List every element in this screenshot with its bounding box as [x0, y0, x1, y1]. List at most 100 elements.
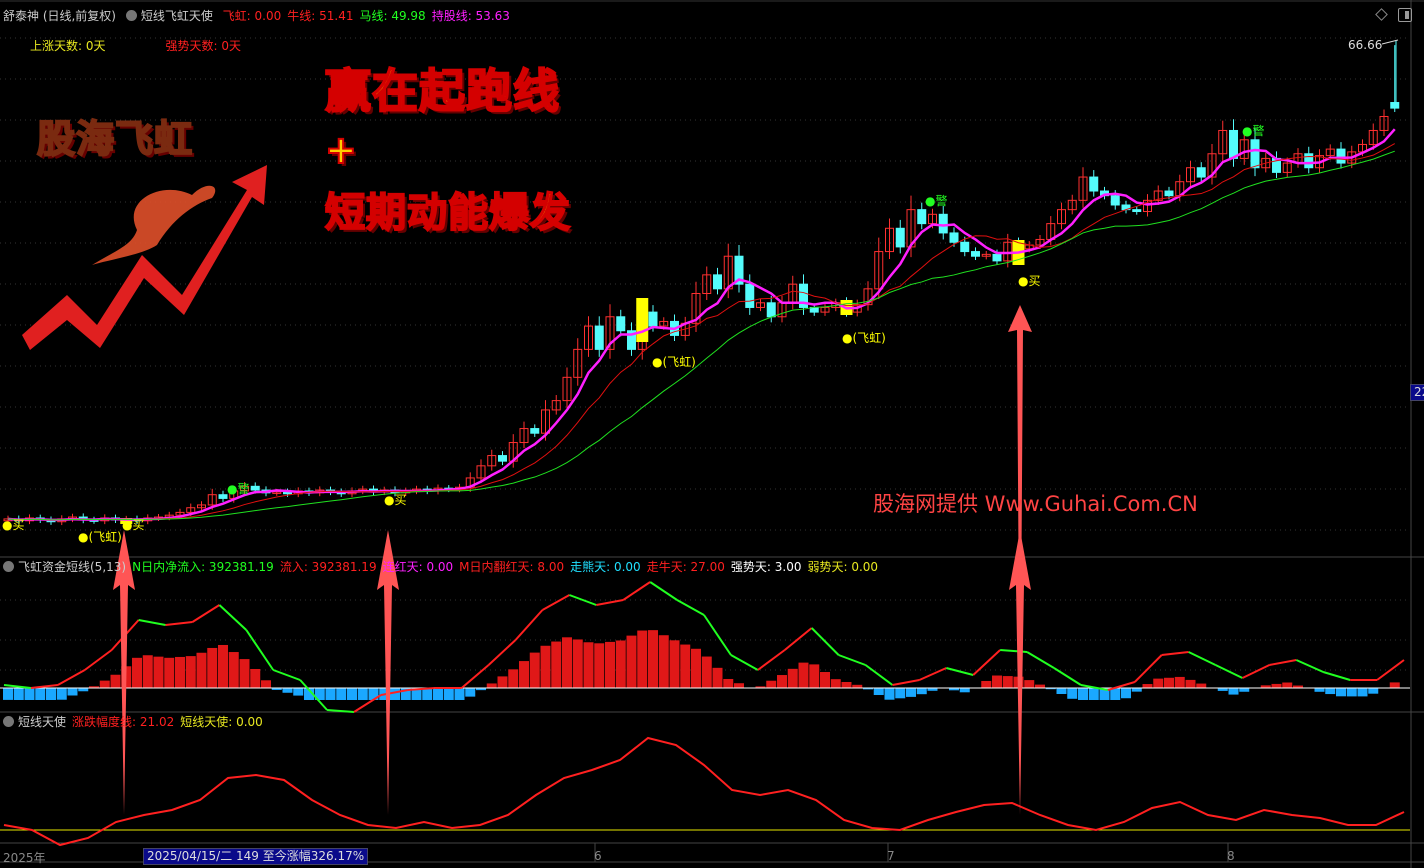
- candle-body: [1207, 153, 1217, 178]
- indicator-value: 走牛天: 27.00: [646, 560, 725, 574]
- flow-bar: [368, 688, 379, 700]
- indicator-value: 弱势天: 0.00: [807, 560, 879, 574]
- flow-bar: [1110, 688, 1121, 700]
- warn-marker: ●警: [227, 482, 250, 496]
- up-arrow-icon: [377, 530, 399, 815]
- panel-toggle-icon[interactable]: [1398, 8, 1412, 22]
- flow-line-segment: [1026, 651, 1055, 669]
- flow-bar: [1239, 688, 1250, 692]
- headline-1: 赢在起跑线: [324, 63, 560, 119]
- flow-bar: [734, 683, 744, 688]
- flow-bar: [841, 681, 852, 688]
- month-label: 8: [1227, 849, 1235, 863]
- indicator-name[interactable]: 短线飞虹天使: [140, 9, 213, 23]
- flow-bar: [594, 643, 605, 688]
- candle-body: [992, 253, 1002, 262]
- flow-bar: [680, 644, 691, 688]
- flow-line-segment: [918, 667, 947, 681]
- candle-body: [1368, 129, 1378, 145]
- panel1-title[interactable]: 飞虹资金短线(5,13): [18, 560, 127, 574]
- stock-title: 舒泰神 (日线,前复权): [3, 9, 116, 23]
- warn-marker: ●警: [1242, 124, 1265, 138]
- candle-body: [1110, 195, 1120, 206]
- headline-plus: +: [324, 127, 358, 173]
- flow-bar: [142, 655, 153, 688]
- candle-body: [530, 428, 540, 434]
- candle-body: [734, 255, 744, 285]
- flow-bar: [895, 688, 906, 699]
- flow-line-segment: [327, 709, 355, 713]
- flow-line-segment: [353, 694, 382, 713]
- flow-line-segment: [784, 627, 813, 651]
- flow-bar: [777, 675, 787, 688]
- flow-line-segment: [1188, 651, 1216, 666]
- candle-body: [981, 253, 991, 257]
- flow-bar: [572, 639, 583, 688]
- flow-bar: [304, 688, 314, 700]
- indicator-value: 强势天: 3.00: [730, 560, 802, 574]
- candle-body: [616, 316, 626, 332]
- flow-bar: [261, 680, 271, 688]
- flow-bar: [1035, 684, 1045, 688]
- flow-bar: [400, 688, 411, 700]
- candle-body: [250, 485, 260, 491]
- dropdown-icon[interactable]: [3, 716, 14, 727]
- dropdown-icon[interactable]: [125, 10, 137, 21]
- flow-line-segment: [1269, 659, 1297, 666]
- dropdown-icon[interactable]: [3, 561, 14, 572]
- candle-body: [519, 428, 529, 444]
- flow-bar: [1271, 683, 1282, 688]
- flow-bar: [798, 662, 809, 688]
- watermark: 股海网提供 Www.Guhai.Com.CN: [873, 492, 1198, 516]
- flow-bar: [293, 688, 304, 696]
- candle-body: [1325, 148, 1335, 157]
- candle-body: [745, 283, 755, 308]
- flow-bar: [626, 635, 637, 688]
- flow-bar: [1099, 688, 1110, 700]
- candle-body: [1164, 190, 1174, 197]
- candle-body: [756, 302, 765, 308]
- candle-body: [713, 274, 722, 290]
- flow-bar: [766, 680, 777, 688]
- flow-bar: [927, 688, 938, 691]
- candle-body: [1153, 190, 1163, 201]
- flow-bar: [282, 688, 293, 693]
- panel2-title[interactable]: 短线天使: [18, 715, 67, 729]
- candle-body: [197, 504, 206, 509]
- flow-bar: [852, 684, 863, 688]
- flow-line-segment: [864, 664, 894, 686]
- flow-bar: [218, 644, 228, 688]
- flow-bar: [325, 688, 336, 700]
- candle-body: [1239, 139, 1249, 159]
- flow-bar: [1282, 682, 1293, 688]
- candle-body: [1057, 209, 1066, 225]
- flow-line-segment: [1000, 649, 1028, 653]
- flow-bar: [755, 686, 766, 688]
- up-arrow-icon: [113, 530, 135, 815]
- candle-body: [1282, 162, 1292, 173]
- month-label: 7: [887, 849, 895, 863]
- candle-body: [1229, 129, 1238, 159]
- candle-body: [476, 465, 486, 479]
- candle-body: [1132, 209, 1142, 213]
- candle-body: [207, 494, 217, 506]
- flow-line-segment: [1134, 654, 1163, 683]
- candle-body: [175, 511, 185, 516]
- candle-body: [1035, 238, 1045, 246]
- flow-bar: [637, 630, 648, 688]
- candle-body: [820, 306, 830, 313]
- flow-line-segment: [730, 654, 759, 671]
- flow-bar: [1002, 676, 1013, 688]
- flow-line-segment: [1107, 681, 1136, 691]
- up-arrow-icon: [1008, 305, 1032, 780]
- feihong-marker: ●(飞虹): [842, 331, 886, 345]
- candle-body: [240, 485, 249, 492]
- indicator-value: 流入: 392381.19: [279, 560, 377, 574]
- candle-body: [949, 232, 959, 243]
- flow-bar: [1045, 688, 1056, 690]
- flow-line-segment: [1215, 664, 1243, 679]
- flow-bar: [390, 688, 400, 700]
- flow-bar: [1078, 688, 1088, 700]
- flow-bar: [949, 688, 959, 691]
- angel-line: [3, 736, 1405, 847]
